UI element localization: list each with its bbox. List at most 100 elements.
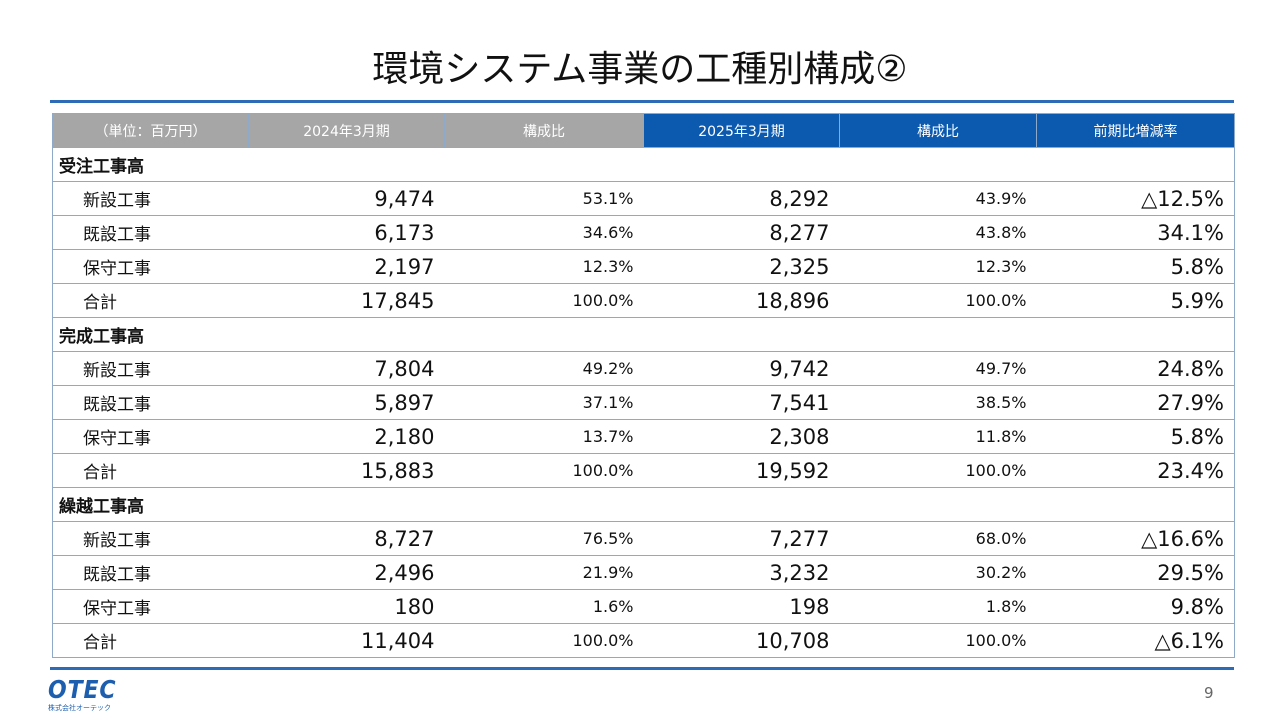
ratio-2025: 100.0% (839, 283, 1037, 318)
section-spacer (1036, 487, 1235, 522)
section-spacer (643, 317, 840, 352)
section-spacer (839, 147, 1037, 182)
row-label: 保守工事 (52, 249, 249, 284)
amount-2024: 2,496 (248, 555, 445, 590)
section-spacer (839, 317, 1037, 352)
section-label: 受注工事高 (52, 147, 249, 182)
section-spacer (1036, 147, 1235, 182)
logo-mark: OTEC (48, 675, 117, 704)
ratio-2024: 37.1% (444, 385, 644, 420)
amount-2024: 2,180 (248, 419, 445, 454)
header-ratio-2025: 構成比 (839, 113, 1037, 148)
ratio-2025: 49.7% (839, 351, 1037, 386)
yoy-change: △12.5% (1036, 181, 1235, 216)
row-label: 既設工事 (52, 385, 249, 420)
amount-2024: 180 (248, 589, 445, 624)
ratio-2024: 21.9% (444, 555, 644, 590)
title-divider (50, 100, 1234, 103)
ratio-2024: 12.3% (444, 249, 644, 284)
amount-2025: 7,277 (643, 521, 840, 556)
ratio-2024: 49.2% (444, 351, 644, 386)
section-row: 受注工事高 (52, 147, 1235, 182)
ratio-2024: 1.6% (444, 589, 644, 624)
table-row: 新設工事 8,727 76.5% 7,277 68.0% △16.6% (52, 521, 1235, 556)
ratio-2024: 53.1% (444, 181, 644, 216)
table-row: 既設工事 5,897 37.1% 7,541 38.5% 27.9% (52, 385, 1235, 420)
amount-2025: 8,292 (643, 181, 840, 216)
yoy-change: 34.1% (1036, 215, 1235, 250)
amount-2025: 19,592 (643, 453, 840, 488)
table-row: 保守工事 180 1.6% 198 1.8% 9.8% (52, 589, 1235, 624)
page-title: 環境システム事業の工種別構成② (372, 49, 908, 90)
table-row: 合計 11,404 100.0% 10,708 100.0% △6.1% (52, 623, 1235, 658)
ratio-2024: 100.0% (444, 623, 644, 658)
header-fy2024: 2024年3月期 (248, 113, 445, 148)
ratio-2024: 13.7% (444, 419, 644, 454)
ratio-2025: 100.0% (839, 453, 1037, 488)
table-row: 既設工事 6,173 34.6% 8,277 43.8% 34.1% (52, 215, 1235, 250)
yoy-change: △6.1% (1036, 623, 1235, 658)
yoy-change: 27.9% (1036, 385, 1235, 420)
section-spacer (643, 487, 840, 522)
yoy-change: 5.9% (1036, 283, 1235, 318)
logo-subtext: 株式会社オーテック (48, 704, 111, 712)
company-logo: OTEC 株式会社オーテック (48, 676, 118, 714)
amount-2025: 7,541 (643, 385, 840, 420)
yoy-change: 5.8% (1036, 249, 1235, 284)
ratio-2024: 76.5% (444, 521, 644, 556)
section-row: 完成工事高 (52, 317, 1235, 352)
table-row: 保守工事 2,180 13.7% 2,308 11.8% 5.8% (52, 419, 1235, 454)
ratio-2024: 100.0% (444, 453, 644, 488)
amount-2025: 3,232 (643, 555, 840, 590)
section-row: 繰越工事高 (52, 487, 1235, 522)
row-label: 新設工事 (52, 181, 249, 216)
table-row: 保守工事 2,197 12.3% 2,325 12.3% 5.8% (52, 249, 1235, 284)
section-spacer (839, 487, 1037, 522)
row-label: 保守工事 (52, 589, 249, 624)
row-label: 保守工事 (52, 419, 249, 454)
table-row: 既設工事 2,496 21.9% 3,232 30.2% 29.5% (52, 555, 1235, 590)
ratio-2025: 43.8% (839, 215, 1037, 250)
table-header-row: （単位：百万円） 2024年3月期 構成比 2025年3月期 構成比 前期比増減… (52, 113, 1235, 148)
amount-2024: 2,197 (248, 249, 445, 284)
yoy-change: 5.8% (1036, 419, 1235, 454)
amount-2024: 8,727 (248, 521, 445, 556)
table-row: 合計 17,845 100.0% 18,896 100.0% 5.9% (52, 283, 1235, 318)
row-label: 既設工事 (52, 555, 249, 590)
row-label: 新設工事 (52, 521, 249, 556)
footer-divider (50, 667, 1234, 670)
page-number: 9 (1204, 684, 1214, 702)
ratio-2025: 30.2% (839, 555, 1037, 590)
ratio-2025: 11.8% (839, 419, 1037, 454)
amount-2025: 18,896 (643, 283, 840, 318)
yoy-change: 24.8% (1036, 351, 1235, 386)
row-label: 合計 (52, 623, 249, 658)
header-ratio-2024: 構成比 (444, 113, 644, 148)
ratio-2025: 68.0% (839, 521, 1037, 556)
yoy-change: 29.5% (1036, 555, 1235, 590)
yoy-change: △16.6% (1036, 521, 1235, 556)
section-label: 繰越工事高 (52, 487, 249, 522)
amount-2025: 2,325 (643, 249, 840, 284)
row-label: 既設工事 (52, 215, 249, 250)
table-row: 新設工事 7,804 49.2% 9,742 49.7% 24.8% (52, 351, 1235, 386)
ratio-2025: 38.5% (839, 385, 1037, 420)
ratio-2025: 12.3% (839, 249, 1037, 284)
header-fy2025: 2025年3月期 (643, 113, 840, 148)
amount-2024: 11,404 (248, 623, 445, 658)
ratio-2025: 1.8% (839, 589, 1037, 624)
ratio-2024: 34.6% (444, 215, 644, 250)
amount-2024: 17,845 (248, 283, 445, 318)
section-spacer (248, 487, 445, 522)
section-spacer (444, 317, 644, 352)
amount-2024: 7,804 (248, 351, 445, 386)
amount-2025: 9,742 (643, 351, 840, 386)
amount-2024: 9,474 (248, 181, 445, 216)
amount-2025: 198 (643, 589, 840, 624)
amount-2025: 10,708 (643, 623, 840, 658)
amount-2025: 8,277 (643, 215, 840, 250)
section-spacer (444, 487, 644, 522)
table-row: 新設工事 9,474 53.1% 8,292 43.9% △12.5% (52, 181, 1235, 216)
amount-2024: 5,897 (248, 385, 445, 420)
ratio-2025: 43.9% (839, 181, 1037, 216)
